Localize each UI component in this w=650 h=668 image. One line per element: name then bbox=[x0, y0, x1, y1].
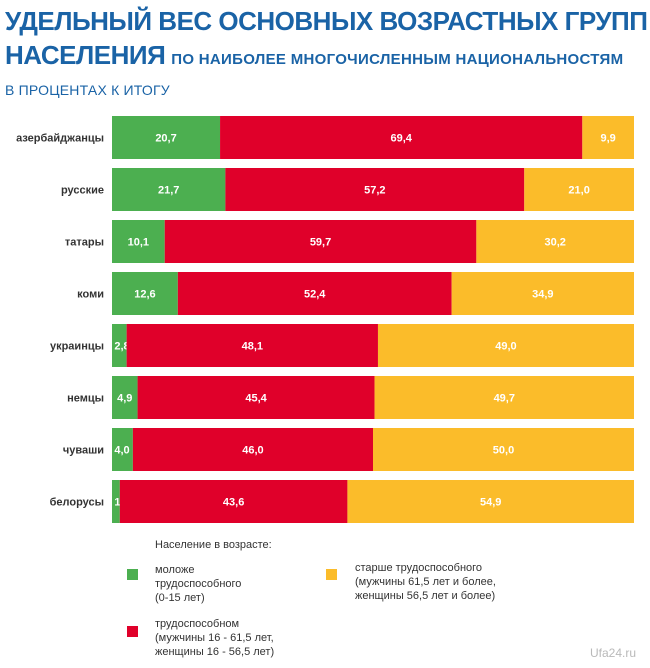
chart-title-line2-big: НАСЕЛЕНИЯ bbox=[5, 40, 166, 70]
bar-segment-young bbox=[112, 428, 133, 471]
bar-segment-old bbox=[373, 428, 634, 471]
data-label-old: 54,9 bbox=[480, 497, 501, 509]
data-label-young: 4,9 bbox=[117, 393, 132, 405]
category-label: белорусы bbox=[50, 497, 104, 509]
legend-label-young: моложе трудоспособного (0-15 лет) bbox=[155, 564, 242, 604]
legend-swatch-young bbox=[127, 569, 138, 580]
bar-segment-old bbox=[347, 480, 634, 523]
bar-segment-old bbox=[476, 220, 634, 263]
legend-swatch-working bbox=[127, 626, 138, 637]
chart-title-line2: НАСЕЛЕНИЯ ПО НАИБОЛЕЕ МНОГОЧИСЛЕННЫМ НАЦИ… bbox=[5, 40, 623, 71]
bar-segment-old bbox=[374, 376, 634, 419]
data-label-old: 50,0 bbox=[493, 445, 514, 457]
data-label-working: 57,2 bbox=[364, 185, 385, 197]
chart-title-line2-small: ПО НАИБОЛЕЕ МНОГОЧИСЛЕННЫМ НАЦИОНАЛЬНОСТ… bbox=[171, 51, 624, 68]
bar-segment-young bbox=[112, 480, 120, 523]
data-label-young: 4,0 bbox=[114, 445, 129, 457]
bar-segment-working bbox=[132, 428, 373, 471]
stacked-bar-chart: азербайджанцы 20,7 69,4 9,9 русские 21,7 57,2 2… bbox=[16, 116, 634, 523]
data-label-working: 43,6 bbox=[223, 497, 244, 509]
category-label: чуваши bbox=[63, 445, 104, 457]
bar-segment-working bbox=[177, 272, 452, 315]
data-label-old: 21,0 bbox=[568, 185, 589, 197]
data-label-young: 12,6 bbox=[134, 289, 155, 301]
category-label: немцы bbox=[67, 393, 104, 405]
data-label-working: 46,0 bbox=[242, 445, 263, 457]
data-label-working: 69,4 bbox=[390, 133, 412, 145]
bar-segment-working bbox=[119, 480, 348, 523]
data-label-old: 49,0 bbox=[495, 341, 516, 353]
bar-segment-working bbox=[137, 376, 375, 419]
data-label-working: 48,1 bbox=[242, 341, 263, 353]
bar-segment-old bbox=[582, 116, 634, 159]
category-label: коми bbox=[77, 289, 104, 301]
category-label: украинцы bbox=[50, 341, 104, 353]
bar-segment-young bbox=[112, 324, 127, 367]
data-label-young: 21,7 bbox=[158, 185, 179, 197]
legend-label-working: трудоспособном (мужчины 16 - 61,5 лет, ж… bbox=[155, 618, 275, 658]
legend-title: Население в возрасте: bbox=[155, 539, 272, 551]
bar-segment-young bbox=[112, 272, 178, 315]
chart-subtitle: В ПРОЦЕНТАХ К ИТОГУ bbox=[5, 82, 170, 98]
bar-segment-young bbox=[112, 376, 138, 419]
data-label-young: 20,7 bbox=[155, 133, 176, 145]
bar-segment-working bbox=[164, 220, 477, 263]
watermark: Ufa24.ru bbox=[589, 646, 636, 660]
data-label-old: 49,7 bbox=[494, 393, 515, 405]
bar-segment-old bbox=[451, 272, 634, 315]
data-label-young: 2,8 bbox=[114, 341, 129, 353]
category-label: татары bbox=[65, 237, 104, 249]
bar-segment-young bbox=[112, 168, 226, 211]
bar-segment-working bbox=[225, 168, 525, 211]
data-label-young: 10,1 bbox=[128, 237, 149, 249]
bar-segment-working bbox=[126, 324, 378, 367]
category-label: русские bbox=[61, 185, 104, 197]
legend-swatch-old bbox=[326, 569, 337, 580]
data-label-old: 30,2 bbox=[544, 237, 565, 249]
bar-segment-old bbox=[377, 324, 634, 367]
bar-segment-young bbox=[112, 220, 165, 263]
bar-segment-working bbox=[220, 116, 583, 159]
bar-segment-old bbox=[524, 168, 634, 211]
bar-segment-young bbox=[112, 116, 221, 159]
legend-label-old: старше трудоспособного (мужчины 61,5 лет… bbox=[355, 562, 496, 602]
data-label-working: 59,7 bbox=[310, 237, 331, 249]
data-label-old: 34,9 bbox=[532, 289, 553, 301]
data-label-working: 52,4 bbox=[304, 289, 326, 301]
data-label-working: 45,4 bbox=[245, 393, 267, 405]
category-label: азербайджанцы bbox=[16, 133, 104, 145]
chart-title-line1: УДЕЛЬНЫЙ ВЕС ОСНОВНЫХ ВОЗРАСТНЫХ ГРУПП bbox=[5, 6, 648, 36]
data-label-old: 9,9 bbox=[601, 133, 616, 145]
